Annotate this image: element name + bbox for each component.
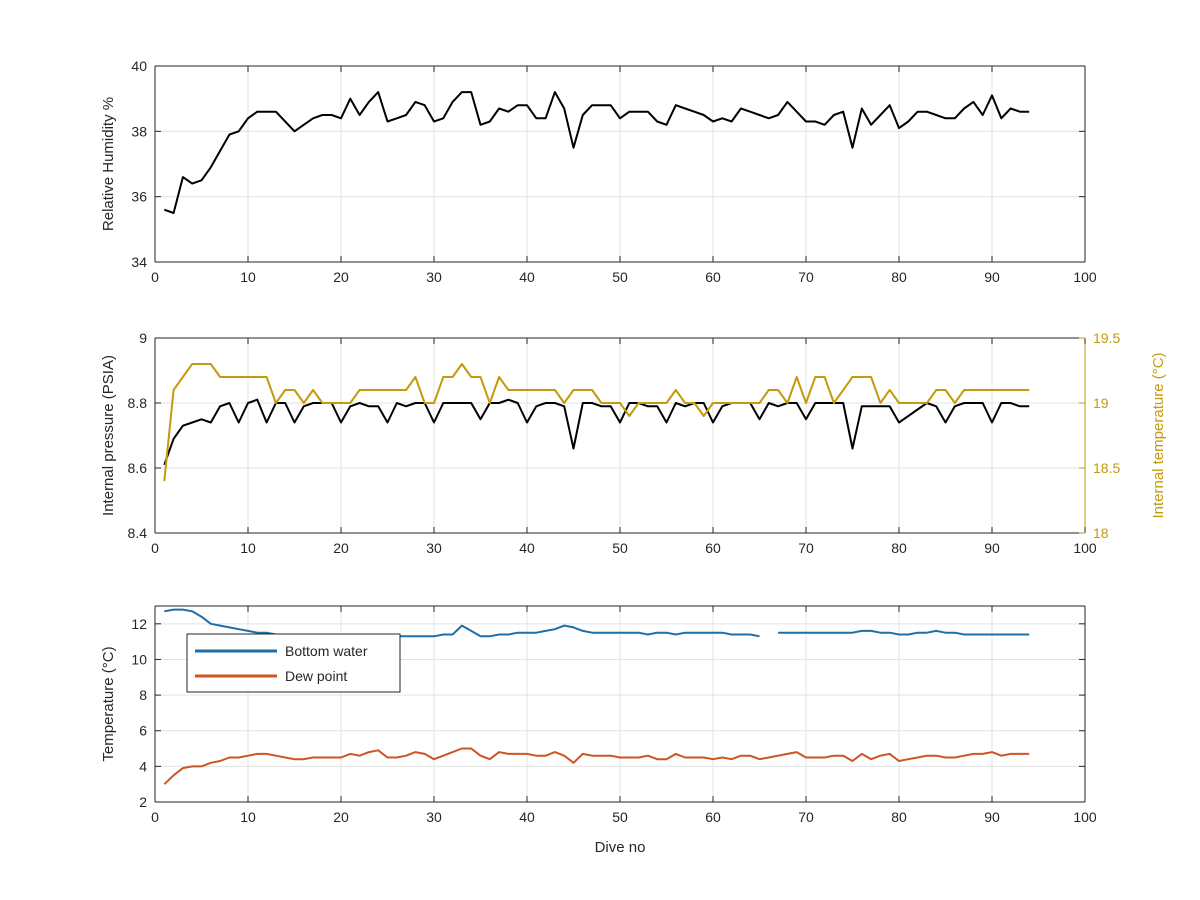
y2-tick-label: 19: [1093, 395, 1109, 411]
series-line-left-series: [163, 398, 1030, 466]
y-tick-label: 8.8: [128, 395, 148, 411]
y-tick-label: 2: [139, 794, 147, 810]
x-tick-label: 40: [519, 269, 535, 285]
x-tick-label: 20: [333, 269, 349, 285]
series-line-left-series: [163, 91, 1030, 214]
y-tick-label: 10: [131, 651, 147, 667]
x-tick-label: 50: [612, 540, 628, 556]
chart-panel-1: 0 10 20 30 40 50 60 70 80 90 100 34 36 38 40 Relative H…: [100, 58, 1097, 285]
y-axis-label: Internal pressure (PSIA): [100, 355, 117, 516]
x-tick-label: 30: [426, 809, 442, 825]
x-tick-label: 0: [151, 809, 159, 825]
x-tick-label: 60: [705, 809, 721, 825]
y-tick-label: 9: [139, 330, 147, 346]
x-tick-label: 100: [1073, 269, 1097, 285]
x-tick-label: 10: [240, 269, 256, 285]
x-tick-label: 20: [333, 809, 349, 825]
y-tick-label: 12: [131, 616, 147, 632]
y-tick-label: 38: [131, 123, 147, 139]
y-tick-label: 8: [139, 687, 147, 703]
x-tick-label: 90: [984, 269, 1000, 285]
x-tick-label: 40: [519, 540, 535, 556]
x-tick-label: 80: [891, 809, 907, 825]
y-axis-label: Relative Humidity %: [100, 97, 117, 231]
y2-tick-label: 18: [1093, 525, 1109, 541]
y2-tick-label: 18.5: [1093, 460, 1120, 476]
y2-tick-label: 19.5: [1093, 330, 1120, 346]
x-tick-label: 90: [984, 540, 1000, 556]
series-line-bottom-water: [164, 608, 1030, 638]
x-tick-label: 50: [612, 269, 628, 285]
y-tick-label: 6: [139, 723, 147, 739]
x-tick-label: 40: [519, 809, 535, 825]
x-tick-label: 100: [1073, 540, 1097, 556]
chart-panel-3: 0 10 20 30 40 50 60 70 80 90 100 2 4 6 8 10 12 Temperatur…: [100, 605, 1097, 856]
series-line-internal-temperature: [163, 363, 1030, 482]
x-tick-label: 0: [151, 269, 159, 285]
series-line-dew-point: [163, 747, 1030, 785]
x-tick-label: 70: [798, 540, 814, 556]
x-tick-label: 100: [1073, 809, 1097, 825]
x-tick-label: 60: [705, 269, 721, 285]
x-tick-label: 50: [612, 809, 628, 825]
x-tick-label: 10: [240, 809, 256, 825]
chart-panel-2: 0 10 20 30 40 50 60 70 80 90 100 8.4 8.6 8.8 9 18 18.5 19…: [100, 330, 1167, 556]
y-tick-label: 40: [131, 58, 147, 74]
y-tick-label: 34: [131, 254, 147, 270]
x-tick-label: 20: [333, 540, 349, 556]
x-tick-label: 0: [151, 540, 159, 556]
x-tick-label: 80: [891, 540, 907, 556]
legend: Bottom water Dew point: [186, 633, 401, 693]
x-tick-label: 30: [426, 269, 442, 285]
x-tick-label: 30: [426, 540, 442, 556]
y-tick-label: 8.6: [128, 460, 148, 476]
x-tick-label: 80: [891, 269, 907, 285]
y-tick-label: 36: [131, 189, 147, 205]
legend-label: Dew point: [285, 668, 347, 684]
x-tick-label: 70: [798, 269, 814, 285]
legend-box: [186, 633, 401, 693]
x-tick-label: 70: [798, 809, 814, 825]
x-tick-label: 90: [984, 809, 1000, 825]
y-tick-label: 4: [139, 758, 147, 774]
x-tick-label: 10: [240, 540, 256, 556]
x-axis-label: Dive no: [595, 839, 646, 856]
legend-label: Bottom water: [285, 643, 368, 659]
y-tick-label: 8.4: [128, 525, 148, 541]
y2-axis-label: Internal temperature (°C): [1150, 352, 1167, 518]
x-tick-label: 60: [705, 540, 721, 556]
y-axis-label: Temperature (°C): [100, 646, 117, 761]
